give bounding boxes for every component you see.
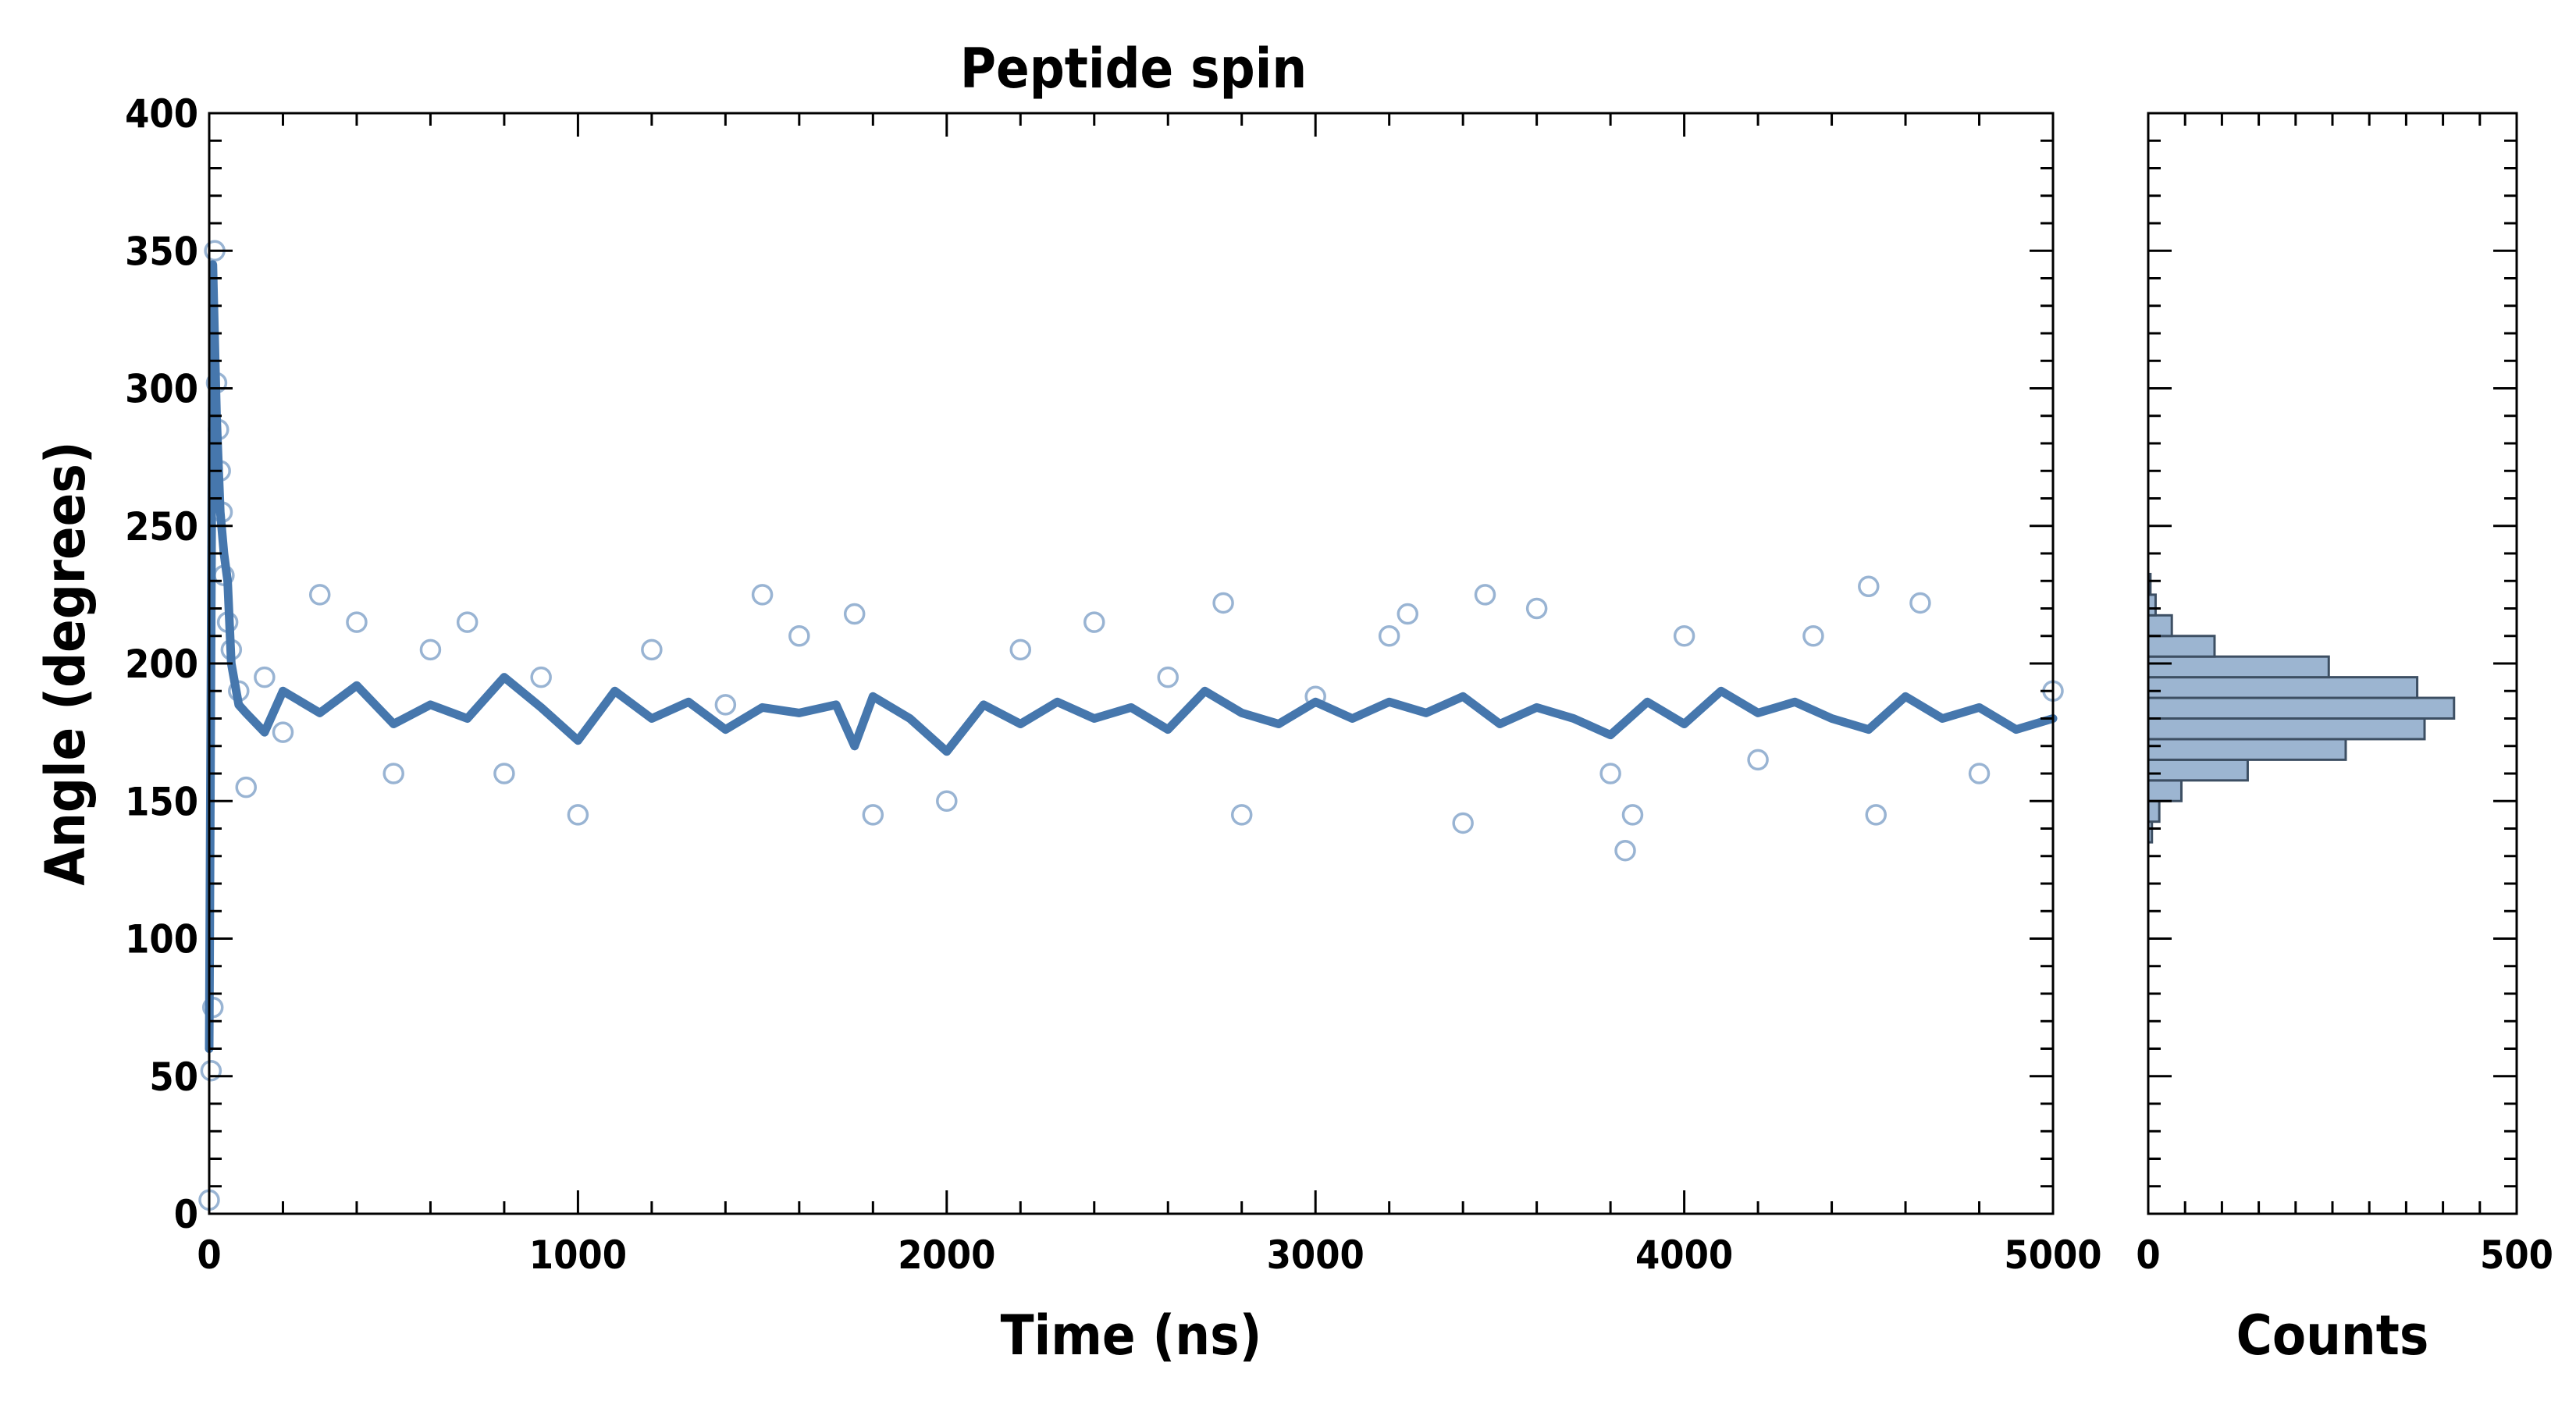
hist-x-tick-label: 500 bbox=[2480, 1232, 2553, 1278]
data-point bbox=[1230, 804, 1253, 826]
x-tick-label: 3000 bbox=[1267, 1232, 1364, 1278]
chart-title: Peptide spin bbox=[960, 37, 1307, 101]
y-tick-label: 200 bbox=[125, 642, 198, 687]
data-point bbox=[567, 804, 589, 826]
data-point bbox=[272, 721, 294, 743]
main-plot: 0 1000 2000 3000 4000 5000 0 50 100 150 200 250 300 3… bbox=[34, 91, 2102, 1368]
data-point bbox=[1673, 625, 1695, 647]
data-point bbox=[641, 638, 663, 661]
data-point bbox=[1212, 592, 1234, 614]
histogram-ticks: 0 500 bbox=[2136, 112, 2553, 1278]
data-point bbox=[1083, 611, 1105, 633]
data-point bbox=[1968, 763, 1991, 784]
data-point bbox=[1858, 575, 1880, 598]
data-point bbox=[1009, 638, 1032, 661]
y-tick-label: 300 bbox=[125, 367, 198, 412]
histogram-bar bbox=[2147, 676, 2419, 699]
data-point bbox=[1909, 592, 1931, 614]
y-tick-label: 100 bbox=[125, 917, 198, 962]
data-point bbox=[1621, 804, 1644, 826]
histogram-plot: 0 500 Counts bbox=[2136, 112, 2553, 1368]
histogram-bar bbox=[2147, 696, 2456, 720]
data-point bbox=[1747, 749, 1769, 771]
y-tick-label: 250 bbox=[125, 504, 198, 550]
histogram-bar bbox=[2147, 779, 2183, 802]
histogram-bar bbox=[2147, 655, 2330, 679]
main-marks bbox=[198, 240, 2064, 1211]
data-point bbox=[1452, 812, 1474, 834]
data-point bbox=[1525, 597, 1548, 620]
histogram-bar bbox=[2147, 614, 2173, 638]
y-tick-label: 150 bbox=[125, 779, 198, 824]
data-point bbox=[1474, 584, 1496, 606]
main-ticks: 0 1000 2000 3000 4000 5000 0 50 100 150 200 250 300 3… bbox=[125, 91, 2102, 1278]
x-tick-label: 5000 bbox=[2004, 1232, 2101, 1278]
data-point bbox=[862, 804, 884, 826]
x-tick-label: 1000 bbox=[529, 1232, 627, 1278]
data-point bbox=[1378, 625, 1400, 647]
running-average-line bbox=[205, 260, 2058, 1053]
histogram-bar bbox=[2147, 717, 2426, 741]
data-point bbox=[788, 625, 810, 647]
data-point bbox=[1802, 625, 1824, 647]
histogram-x-axis-label: Counts bbox=[2236, 1304, 2429, 1368]
data-point bbox=[346, 611, 368, 633]
x-tick-label: 4000 bbox=[1635, 1232, 1733, 1278]
data-point bbox=[751, 584, 774, 606]
data-point bbox=[714, 694, 737, 716]
data-point bbox=[200, 1059, 222, 1082]
y-tick-label: 350 bbox=[125, 229, 198, 274]
histogram-marks bbox=[2147, 572, 2456, 844]
data-point bbox=[1865, 804, 1887, 826]
data-point bbox=[382, 763, 404, 784]
data-point bbox=[419, 638, 442, 661]
y-tick-label: 50 bbox=[149, 1055, 198, 1100]
data-point bbox=[493, 763, 515, 784]
data-point bbox=[254, 666, 276, 688]
y-axis-label: Angle (degrees) bbox=[34, 441, 98, 885]
y-tick-label: 400 bbox=[125, 91, 198, 137]
histogram-bar bbox=[2147, 635, 2216, 658]
data-point bbox=[1157, 666, 1179, 688]
data-point bbox=[235, 776, 257, 799]
histogram-bar bbox=[2147, 799, 2161, 823]
histogram-bar bbox=[2147, 758, 2249, 782]
y-tick-label: 0 bbox=[174, 1192, 198, 1237]
data-point bbox=[530, 666, 552, 688]
data-point bbox=[456, 611, 479, 633]
data-point bbox=[308, 584, 331, 606]
data-point bbox=[1599, 763, 1621, 784]
data-point bbox=[1397, 603, 1419, 625]
main-plot-frame bbox=[208, 112, 2055, 1215]
x-tick-label: 0 bbox=[197, 1232, 221, 1278]
histogram-bar bbox=[2147, 738, 2347, 761]
data-point bbox=[843, 603, 866, 625]
x-tick-label: 2000 bbox=[898, 1232, 995, 1278]
x-axis-label: Time (ns) bbox=[1001, 1304, 1262, 1368]
data-point bbox=[936, 790, 958, 812]
hist-x-tick-label: 0 bbox=[2136, 1232, 2160, 1278]
data-point bbox=[1614, 839, 1636, 862]
